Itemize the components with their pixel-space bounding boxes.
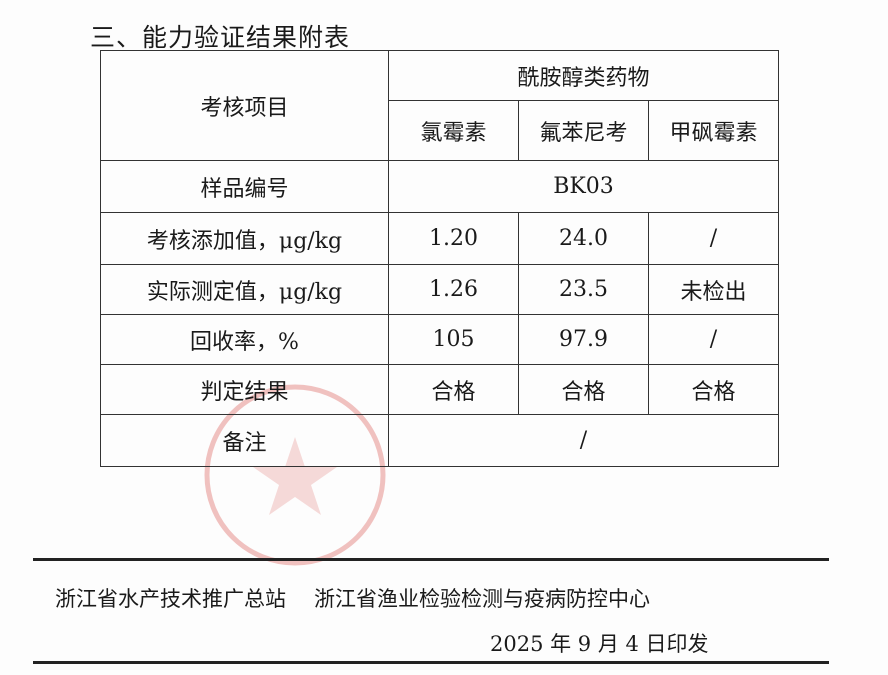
issuer-2: 浙江省渔业检验检测与疫病防控中心 [314,587,650,611]
cell: 23.5 [518,264,649,315]
cell: 未检出 [648,264,779,315]
cell: 97.9 [518,314,649,365]
table-row: 判定结果 合格 合格 合格 [100,364,779,415]
table-row: 回收率，% 105 97.9 / [100,314,779,365]
item-header: 考核项目 [100,50,389,161]
cell: 105 [388,314,519,365]
drug-header: 氟苯尼考 [518,100,649,161]
row-label: 实际测定值，μg/kg [100,264,389,315]
cell: 1.26 [388,264,519,315]
divider [33,558,829,561]
issuer-1: 浙江省水产技术推广总站 [55,587,286,611]
row-label: 回收率，% [100,314,389,365]
remark-value: / [388,414,779,467]
table-row: 考核添加值，μg/kg 1.20 24.0 / [100,212,779,265]
footer-issuers: 浙江省水产技术推广总站 浙江省渔业检验检测与疫病防控中心 [55,583,650,613]
cell: 合格 [388,364,519,415]
drug-header: 甲砜霉素 [648,100,779,161]
cell: 合格 [518,364,649,415]
cell: 合格 [648,364,779,415]
cell: / [648,212,779,265]
row-label: 考核添加值，μg/kg [100,212,389,265]
sample-label: 样品编号 [100,160,389,213]
cell: 24.0 [518,212,649,265]
group-header: 酰胺醇类药物 [388,50,779,101]
cell: 1.20 [388,212,519,265]
section-title: 三、能力验证结果附表 [90,23,351,52]
table-row: 实际测定值，μg/kg 1.26 23.5 未检出 [100,264,779,315]
cell: / [648,314,779,365]
divider [33,661,829,664]
row-label: 判定结果 [100,364,389,415]
results-table: 考核项目 酰胺醇类药物 氯霉素 氟苯尼考 甲砜霉素 样品编号 BK03 考核添加… [100,50,779,467]
issue-date: 2025 年 9 月 4 日印发 [490,632,709,656]
sample-id: BK03 [388,160,779,213]
drug-header: 氯霉素 [388,100,519,161]
remark-label: 备注 [100,414,389,467]
